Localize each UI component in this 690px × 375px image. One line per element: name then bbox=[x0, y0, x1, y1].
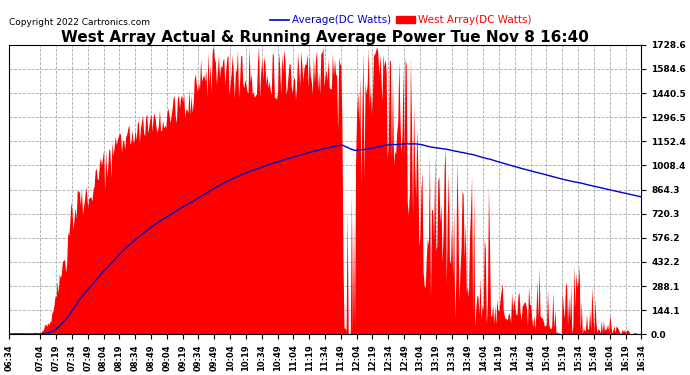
Legend: Average(DC Watts), West Array(DC Watts): Average(DC Watts), West Array(DC Watts) bbox=[270, 15, 532, 26]
Text: Copyright 2022 Cartronics.com: Copyright 2022 Cartronics.com bbox=[9, 18, 150, 27]
Title: West Array Actual & Running Average Power Tue Nov 8 16:40: West Array Actual & Running Average Powe… bbox=[61, 30, 589, 45]
